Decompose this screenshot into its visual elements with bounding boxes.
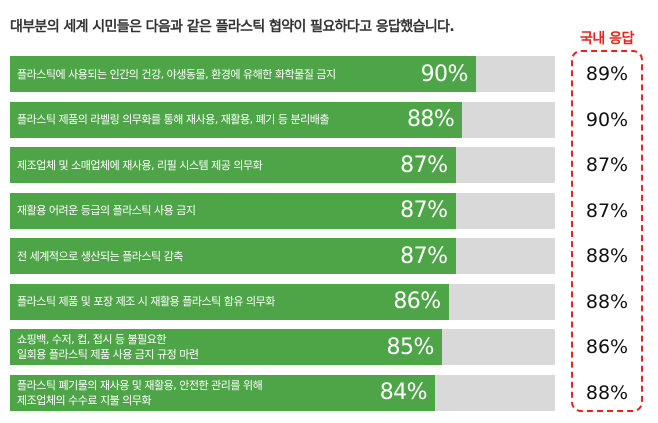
value-label: 84% xyxy=(379,380,428,405)
domestic-value-label: 90% xyxy=(585,108,629,131)
value-label: 90% xyxy=(420,61,469,87)
category-label: 재활용 어려운 등급의 플라스틱 사용 금지 xyxy=(17,204,196,217)
domestic-value-label: 86% xyxy=(585,336,629,358)
bar xyxy=(10,238,456,274)
bar-row: 플라스틱 제품의 라벨링 의무화를 통해 재사용, 재활용, 폐기 등 분리배출… xyxy=(10,101,555,138)
bar xyxy=(10,329,442,365)
category-label: 제조업체 및 소매업체에 재사용, 리필 시스템 제공 의무화 xyxy=(17,158,263,172)
value-label: 86% xyxy=(393,289,441,314)
value-label: 88% xyxy=(406,107,455,132)
category-label: 플라스틱 제품 및 포장 제조 시 재활용 플라스틱 함유 의무화 xyxy=(17,295,275,308)
category-label: 플라스틱에 사용되는 인간의 건강, 야생동물, 환경에 유해한 화학물질 금지 xyxy=(17,67,336,81)
bar-row: 플라스틱 제품 및 포장 제조 시 재활용 플라스틱 함유 의무화 86% xyxy=(10,283,555,320)
bar xyxy=(10,147,456,183)
bar-row: 플라스틱 폐기물의 재사용 및 재활용, 안전한 관리를 위해 제조업체의 수수… xyxy=(10,374,555,411)
bar-row: 플라스틱에 사용되는 인간의 건강, 야생동물, 환경에 유해한 화학물질 금지… xyxy=(10,56,555,92)
domestic-response-box xyxy=(571,50,643,412)
category-label: 플라스틱 제품의 라벨링 의무화를 통해 재사용, 재활용, 폐기 등 분리배출 xyxy=(17,113,329,126)
category-label: 전 세계적으로 생산되는 플라스틱 감축 xyxy=(17,249,183,263)
category-label: 쇼핑백, 수저, 컵, 접시 등 불필요한 일회용 플라스틱 제품 사용 금지 … xyxy=(17,333,199,361)
domestic-value-label: 87% xyxy=(585,154,629,176)
value-label: 85% xyxy=(386,334,435,360)
bar-row: 쇼핑백, 수저, 컵, 접시 등 불필요한 일회용 플라스틱 제품 사용 금지 … xyxy=(10,329,555,365)
domestic-value-label: 87% xyxy=(585,199,629,222)
chart-title: 대부분의 세계 시민들은 다음과 같은 플라스틱 협약이 필요하다고 응답했습니… xyxy=(10,19,455,35)
bar xyxy=(10,192,456,229)
domestic-value-label: 89% xyxy=(585,63,629,85)
domestic-value-label: 88% xyxy=(585,381,629,404)
domestic-value-label: 88% xyxy=(585,245,629,267)
value-label: 87% xyxy=(400,243,448,269)
bar-row: 재활용 어려운 등급의 플라스틱 사용 금지 87% xyxy=(10,192,555,229)
bar xyxy=(10,56,476,92)
domestic-response-header: 국내 응답 xyxy=(580,31,634,47)
bar-row: 제조업체 및 소매업체에 재사용, 리필 시스템 제공 의무화 87% xyxy=(10,147,555,183)
value-label: 87% xyxy=(400,198,448,223)
bar xyxy=(10,374,436,411)
category-label: 플라스틱 폐기물의 재사용 및 재활용, 안전한 관리를 위해 제조업체의 수수… xyxy=(17,378,263,407)
bar-row: 전 세계적으로 생산되는 플라스틱 감축 87% xyxy=(10,238,555,274)
value-label: 87% xyxy=(400,152,448,178)
domestic-value-label: 88% xyxy=(585,290,629,313)
bar xyxy=(10,101,463,138)
bar xyxy=(10,283,449,320)
